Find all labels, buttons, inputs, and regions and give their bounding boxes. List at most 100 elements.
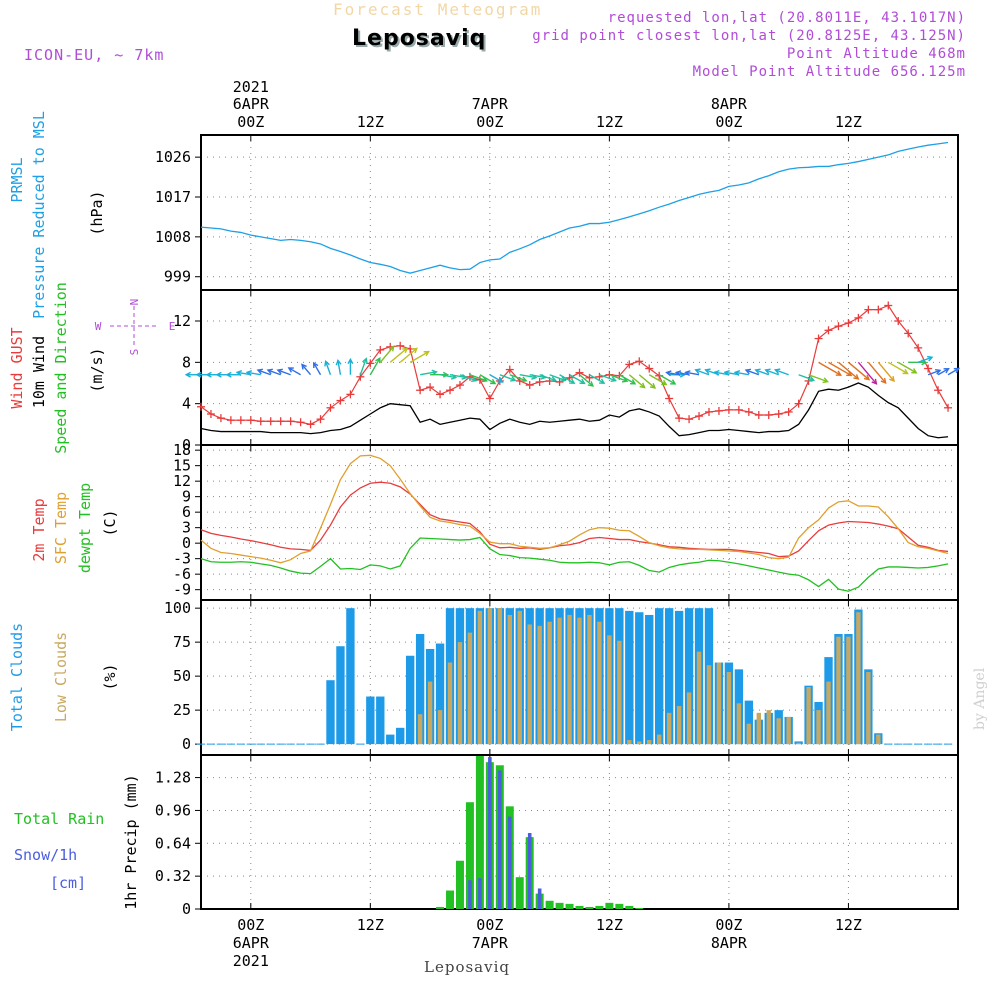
arrow-head	[911, 368, 918, 374]
arrow-head	[442, 371, 450, 378]
wind-direction-arrow	[937, 367, 950, 376]
gust-point	[246, 416, 255, 425]
rain-bar	[575, 905, 584, 909]
wind-direction-arrow	[245, 370, 261, 376]
arrow-shaft	[369, 357, 381, 376]
pressure-unit: (hPa)	[88, 190, 106, 235]
arrow-head	[599, 378, 606, 384]
arrow-shaft	[808, 374, 828, 383]
gust-point	[685, 415, 694, 424]
gust-point	[635, 357, 644, 366]
wind-direction-arrow	[764, 368, 779, 376]
arrow-head	[684, 370, 691, 377]
arrow-shaft	[559, 374, 575, 384]
compass-n: N	[128, 299, 141, 306]
y-tick-label: 1026	[155, 148, 191, 166]
arrow-head	[694, 368, 701, 375]
rain-bar	[565, 903, 574, 909]
total-cloud-bar	[664, 608, 674, 745]
wind-direction-arrow	[379, 345, 395, 363]
low-cloud-bar	[666, 712, 672, 745]
rain-bar	[605, 902, 614, 909]
rain-bar	[615, 903, 624, 909]
arrow-head	[550, 376, 557, 382]
compass-e: E	[169, 320, 176, 333]
wind-direction-arrow	[409, 350, 430, 363]
y-tick-label: 0.32	[155, 867, 191, 885]
arrow-head	[733, 370, 741, 376]
wind-direction-arrow	[266, 368, 281, 376]
wind-direction-arrow	[665, 370, 680, 377]
low-cloud-bar	[676, 706, 682, 745]
temp-unit: (C)	[101, 509, 119, 536]
wind-direction-arrow	[509, 374, 528, 383]
low-cloud-bar	[816, 710, 821, 745]
low-cloud-bar	[846, 636, 851, 745]
pressure-label-1: PRMSL	[8, 157, 26, 202]
wind-direction-arrow	[399, 347, 418, 363]
gust-point	[874, 305, 883, 314]
wind-direction-arrow	[674, 370, 690, 377]
footer-location: Leposaviq	[424, 958, 510, 976]
low-cloud-bar	[587, 614, 592, 745]
wind-direction-arrow	[887, 361, 909, 375]
arrow-head	[245, 370, 253, 376]
total-cloud-bar	[366, 696, 375, 745]
low-cloud-bar	[706, 665, 712, 745]
wind-direction-arrow	[256, 368, 271, 376]
arrow-shaft	[867, 361, 887, 384]
gust-point	[485, 394, 494, 403]
arrow-shaft	[288, 367, 301, 376]
arrow-shaft	[676, 371, 690, 376]
gust-point	[206, 410, 215, 418]
arrow-shaft	[847, 361, 870, 381]
y-tick-label: 25	[173, 701, 191, 719]
arrow-head	[880, 377, 887, 384]
arrow-head	[754, 368, 761, 375]
low-cloud-bar	[567, 614, 572, 745]
temp2m-line	[200, 481, 949, 558]
gust-point	[376, 345, 385, 354]
gust-point	[695, 412, 704, 421]
bottom-axis-hour: 12Z	[596, 916, 623, 934]
gust-point	[436, 390, 445, 399]
low-cloud-bar	[457, 642, 463, 745]
arrow-head	[630, 379, 637, 385]
arrow-shaft	[324, 361, 332, 375]
arrow-shaft	[755, 369, 769, 376]
sfc-temp-label: SFC Temp	[52, 492, 70, 564]
gust-point	[944, 403, 953, 412]
arrow-shaft	[828, 361, 852, 377]
arrow-shaft	[469, 374, 487, 382]
arrow-shaft	[313, 362, 322, 376]
low-cloud-bar	[537, 625, 542, 745]
wind-direction-arrow	[559, 374, 576, 384]
wind-direction-arrow	[648, 374, 668, 386]
gust-line	[200, 304, 949, 425]
arrow-head	[927, 355, 934, 362]
total-cloud-bar	[655, 608, 664, 745]
y-tick-label: 6	[182, 503, 191, 521]
low-cloud-bar	[597, 621, 602, 745]
total-cloud-bar	[635, 612, 644, 745]
y-tick-label: 0	[182, 900, 191, 918]
low-cloud-bar	[467, 632, 473, 745]
arrow-shaft	[359, 358, 367, 375]
arrow-head	[215, 371, 222, 378]
arrow-shaft	[539, 374, 556, 382]
wind-direction-arrow	[589, 374, 606, 384]
snow-bar	[488, 757, 492, 909]
arrow-shaft	[599, 374, 616, 382]
rain-bar	[555, 902, 564, 909]
arrow-shaft	[618, 374, 636, 385]
arrow-head	[935, 368, 942, 375]
gust-point	[724, 405, 733, 414]
rain-bar	[595, 905, 604, 909]
gust-point	[276, 417, 285, 426]
total-cloud-bar	[346, 608, 355, 745]
arrow-head	[184, 371, 191, 378]
low-cloud-bar	[417, 714, 423, 745]
arrow-shaft	[439, 374, 456, 379]
arrow-head	[225, 371, 232, 378]
bottom-axis-hour: 00Z	[237, 916, 264, 934]
